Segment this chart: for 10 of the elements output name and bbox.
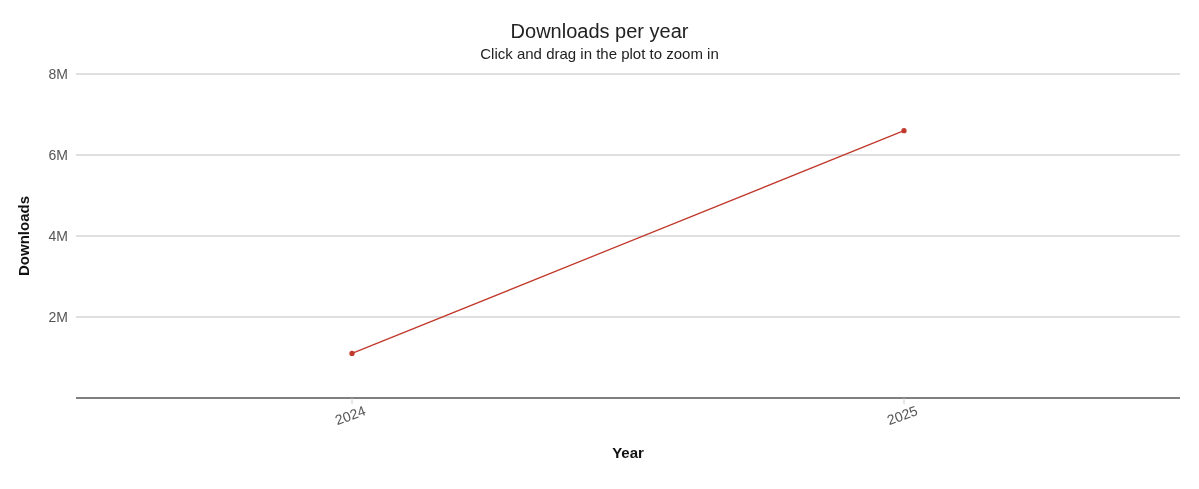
- y-tick-label: 2M: [48, 308, 68, 325]
- chart-title: Downloads per year: [509, 20, 690, 43]
- chart-subtitle: Click and drag in the plot to zoom in: [479, 45, 720, 62]
- y-axis-title: Downloads: [15, 195, 33, 277]
- y-tick-label: 4M: [48, 227, 68, 244]
- x-axis-title: Year: [612, 444, 645, 461]
- x-tick-label: 2024: [332, 402, 368, 429]
- x-tick-label: 2025: [884, 402, 920, 429]
- y-tick-label: 6M: [48, 146, 68, 163]
- y-tick-label: 8M: [48, 65, 68, 82]
